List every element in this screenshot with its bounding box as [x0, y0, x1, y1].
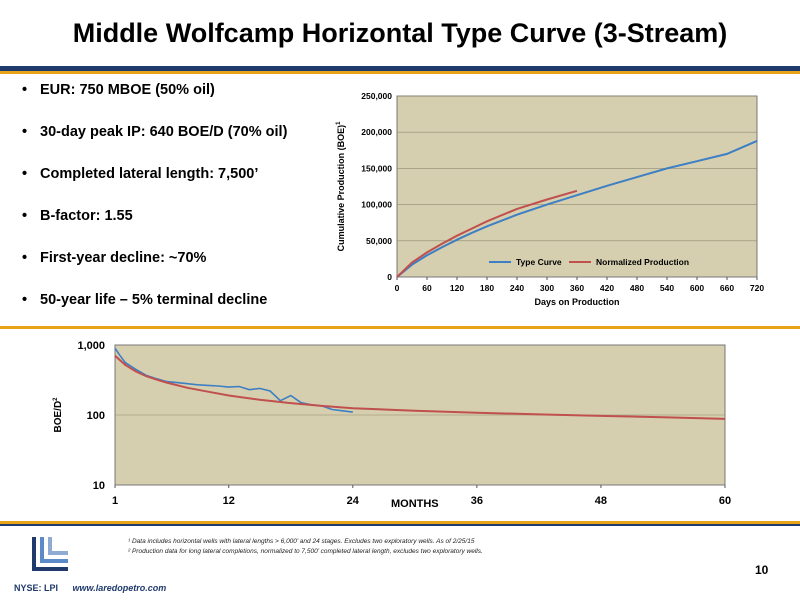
y-tick-label: 1,000 [77, 340, 105, 352]
footer: NYSE: LPI www.laredopetro.com [14, 583, 178, 593]
footer-band-navy [0, 524, 800, 526]
x-tick-label: 12 [223, 495, 235, 507]
x-tick-label: 120 [450, 283, 464, 293]
legend-label: Type Curve [516, 257, 562, 267]
legend-label: Normalized Production [596, 257, 689, 267]
x-tick-label: 540 [660, 283, 674, 293]
title-underline-navy [0, 66, 800, 71]
footnote-1: ¹ Data includes horizontal wells with la… [128, 538, 475, 545]
daily-rate-chart: 10 100 1,000 1 12 24 36 48 60 MONTHS BOE/D2 [53, 340, 731, 510]
bullet-item: • EUR: 750 MBOE (50% oil) [22, 82, 215, 98]
footnotes: ¹ Data includes horizontal wells with la… [128, 537, 483, 557]
x-tick-label: 36 [471, 495, 483, 507]
bullet-item: • 50-year life – 5% terminal decline [22, 292, 268, 308]
bullet-item: • Completed lateral length: 7,500’ [22, 166, 259, 182]
bullet-item: • First-year decline: ~70% [22, 250, 207, 266]
x-tick-label: 600 [690, 283, 704, 293]
title-underline-gold [0, 71, 800, 74]
y-tick-label: 100,000 [361, 200, 392, 210]
y-tick-label: 100 [87, 410, 105, 422]
x-tick-label: 0 [395, 283, 400, 293]
cumulative-production-chart: 0 50,000 100,000 150,000 200,000 250,000 0 60 12… [336, 91, 764, 307]
x-tick-label: 60 [422, 283, 432, 293]
bullet-item: • B-factor: 1.55 [22, 208, 133, 224]
x-tick-label: 48 [595, 495, 607, 507]
bullet-item: • 30-day peak IP: 640 BOE/D (70% oil) [22, 124, 288, 140]
x-tick-label: 60 [719, 495, 731, 507]
y-axis-title: Cumulative Production (BOE)1 [336, 121, 346, 252]
y-tick-label: 0 [387, 272, 392, 282]
series-line-normalized-production [396, 189, 578, 278]
x-tick-label: 360 [570, 283, 584, 293]
x-tick-label: 1 [112, 495, 118, 507]
footer-url[interactable]: www.laredopetro.com [72, 583, 167, 593]
company-logo [32, 537, 68, 571]
y-tick-label: 50,000 [366, 236, 392, 246]
series-line-type-curve [114, 355, 726, 420]
y-axis-title: BOE/D2 [53, 397, 64, 433]
y-tick-label: 250,000 [361, 91, 392, 101]
y-tick-label: 150,000 [361, 163, 392, 173]
footnote-2: ² Production data for long lateral compl… [128, 548, 483, 555]
footer-band-gold [0, 521, 800, 524]
plot-area [396, 95, 758, 278]
x-tick-label: 300 [540, 283, 554, 293]
footer-ticker: NYSE: LPI [14, 583, 59, 593]
x-tick-label: 480 [630, 283, 644, 293]
slide-title: Middle Wolfcamp Horizontal Type Curve (3… [72, 18, 728, 48]
x-tick-label: 420 [600, 283, 614, 293]
y-tick-label: 10 [93, 480, 105, 492]
section-divider [0, 326, 800, 329]
bullet-list: • EUR: 750 MBOE (50% oil) • 30-day peak IP… [22, 80, 287, 332]
series-line-type-curve [396, 139, 758, 278]
x-tick-label: 660 [720, 283, 734, 293]
x-axis-title: Days on Production [534, 297, 619, 307]
x-tick-label: 240 [510, 283, 524, 293]
x-tick-label: 180 [480, 283, 494, 293]
x-tick-label: 720 [750, 283, 764, 293]
x-axis-title: MONTHS [391, 498, 439, 510]
page-number: 10 [755, 563, 769, 577]
x-tick-label: 24 [347, 495, 360, 507]
y-tick-label: 200,000 [361, 127, 392, 137]
